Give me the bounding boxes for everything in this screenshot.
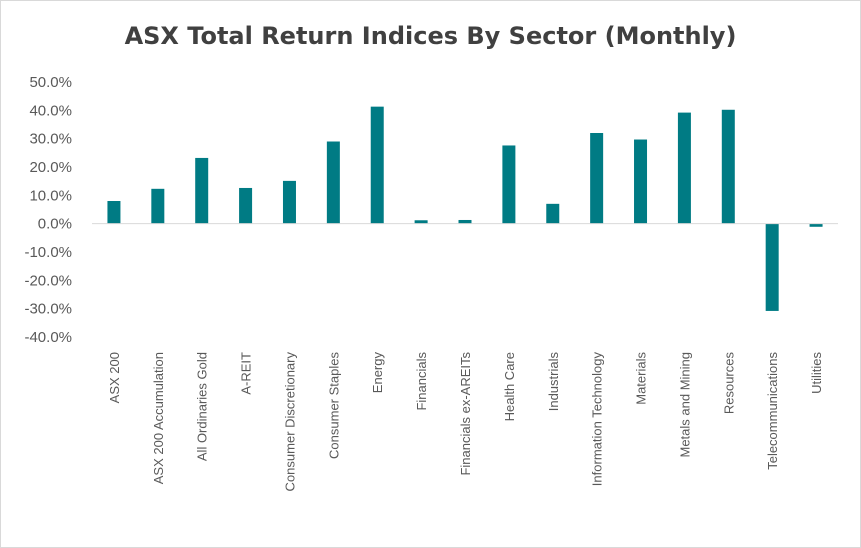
bar	[721, 109, 735, 224]
bar	[370, 106, 384, 224]
x-tick-label: Financials ex-AREITs	[458, 352, 473, 476]
x-tick-label: ASX 200 Accumulation	[151, 352, 166, 484]
bar	[502, 145, 516, 224]
bars	[107, 106, 823, 311]
x-tick-label: Resources	[721, 352, 736, 415]
x-tick-label: Industrials	[546, 352, 561, 412]
x-tick-label: Telecommunications	[765, 352, 780, 470]
y-tick-label: 20.0%	[29, 159, 72, 176]
y-tick-label: -10.0%	[24, 244, 72, 261]
x-tick-label: Financials	[414, 352, 429, 411]
bar	[414, 220, 428, 224]
x-axis-labels: ASX 200 ASX 200 Accumulation All Ordinarie…	[107, 352, 824, 492]
x-tick-label: Consumer Discretionary	[282, 352, 297, 492]
x-tick-label: Metals and Mining	[677, 352, 692, 458]
x-tick-label: Utilities	[809, 352, 824, 394]
x-tick-label: Information Technology	[590, 352, 605, 487]
bar	[282, 180, 296, 224]
x-tick-label: Consumer Staples	[326, 352, 341, 459]
x-tick-label: Materials	[634, 352, 649, 405]
y-tick-label: -40.0%	[24, 329, 72, 346]
y-tick-label: -20.0%	[24, 272, 72, 289]
chart-title: ASX Total Return Indices By Sector (Mont…	[124, 22, 737, 50]
bar	[677, 112, 691, 224]
bar	[546, 203, 560, 224]
x-tick-label: All Ordinaries Gold	[195, 352, 210, 461]
bar	[634, 139, 648, 224]
y-tick-label: -30.0%	[24, 301, 72, 318]
bar	[239, 187, 253, 224]
y-tick-label: 40.0%	[29, 102, 72, 119]
y-tick-label: 30.0%	[29, 131, 72, 148]
y-tick-label: 50.0%	[29, 74, 72, 91]
y-tick-label: 10.0%	[29, 187, 72, 204]
x-tick-label: A-REIT	[239, 352, 254, 395]
x-tick-label: ASX 200	[107, 352, 122, 403]
bar	[765, 223, 779, 311]
x-tick-label: Energy	[370, 352, 385, 394]
bar	[809, 223, 823, 227]
bar	[590, 133, 604, 224]
y-tick-label: 0.0%	[38, 216, 72, 233]
bar	[151, 188, 165, 224]
bar	[107, 201, 121, 224]
y-axis: 50.0% 40.0% 30.0% 20.0% 10.0% 0.0% -10.0% -20.0…	[24, 74, 72, 346]
x-tick-label: Health Care	[502, 352, 517, 421]
bar	[326, 141, 340, 224]
bar	[195, 157, 209, 224]
bar	[458, 219, 472, 224]
